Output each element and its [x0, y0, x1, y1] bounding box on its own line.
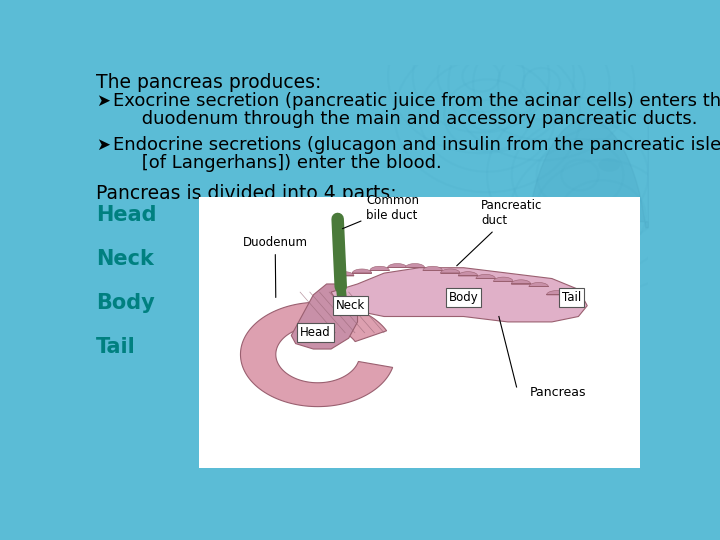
Text: duodenum through the main and accessory pancreatic ducts.: duodenum through the main and accessory …	[113, 110, 698, 128]
Text: Duodenum: Duodenum	[243, 236, 307, 298]
Ellipse shape	[598, 285, 620, 299]
Text: ➤: ➤	[96, 136, 110, 154]
Text: Tail: Tail	[562, 291, 582, 304]
Polygon shape	[546, 291, 566, 295]
Text: Endocrine secretions (glucagon and insulin from the pancreatic islets: Endocrine secretions (glucagon and insul…	[113, 136, 720, 154]
Text: Neck: Neck	[96, 249, 154, 269]
Text: Head: Head	[300, 326, 331, 339]
Ellipse shape	[598, 327, 620, 341]
Text: Tail: Tail	[96, 336, 136, 356]
Polygon shape	[387, 264, 407, 268]
Text: Neck: Neck	[336, 299, 366, 312]
Text: Exocrine secretion (pancreatic juice from the acinar cells) enters the: Exocrine secretion (pancreatic juice fro…	[113, 92, 720, 110]
Polygon shape	[292, 284, 358, 349]
Polygon shape	[529, 282, 549, 287]
Ellipse shape	[598, 116, 620, 130]
Text: Body: Body	[449, 291, 478, 304]
Polygon shape	[441, 269, 460, 273]
Text: Common
bile duct: Common bile duct	[343, 194, 419, 229]
Text: [of Langerhans]) enter the blood.: [of Langerhans]) enter the blood.	[113, 154, 442, 172]
Ellipse shape	[598, 242, 620, 256]
Text: The pancreas produces:: The pancreas produces:	[96, 72, 322, 91]
Text: Pancreatic
duct: Pancreatic duct	[456, 199, 543, 266]
Polygon shape	[494, 277, 513, 281]
Polygon shape	[331, 268, 588, 322]
Ellipse shape	[598, 412, 620, 426]
Polygon shape	[423, 266, 442, 271]
Text: ➤: ➤	[96, 92, 110, 110]
Polygon shape	[352, 269, 372, 273]
Polygon shape	[511, 280, 531, 284]
Ellipse shape	[598, 370, 620, 383]
Text: Head: Head	[96, 205, 157, 225]
Text: Pancreas is divided into 4 parts:: Pancreas is divided into 4 parts:	[96, 184, 397, 203]
Ellipse shape	[598, 200, 620, 214]
Bar	[199, 197, 640, 468]
Polygon shape	[335, 272, 354, 276]
Polygon shape	[476, 274, 495, 279]
Ellipse shape	[598, 158, 620, 172]
Text: Body: Body	[96, 293, 155, 313]
Polygon shape	[240, 302, 392, 407]
Polygon shape	[564, 299, 584, 303]
Polygon shape	[458, 272, 477, 276]
Polygon shape	[405, 264, 425, 268]
Text: Pancreas: Pancreas	[530, 386, 586, 399]
Polygon shape	[370, 266, 390, 271]
